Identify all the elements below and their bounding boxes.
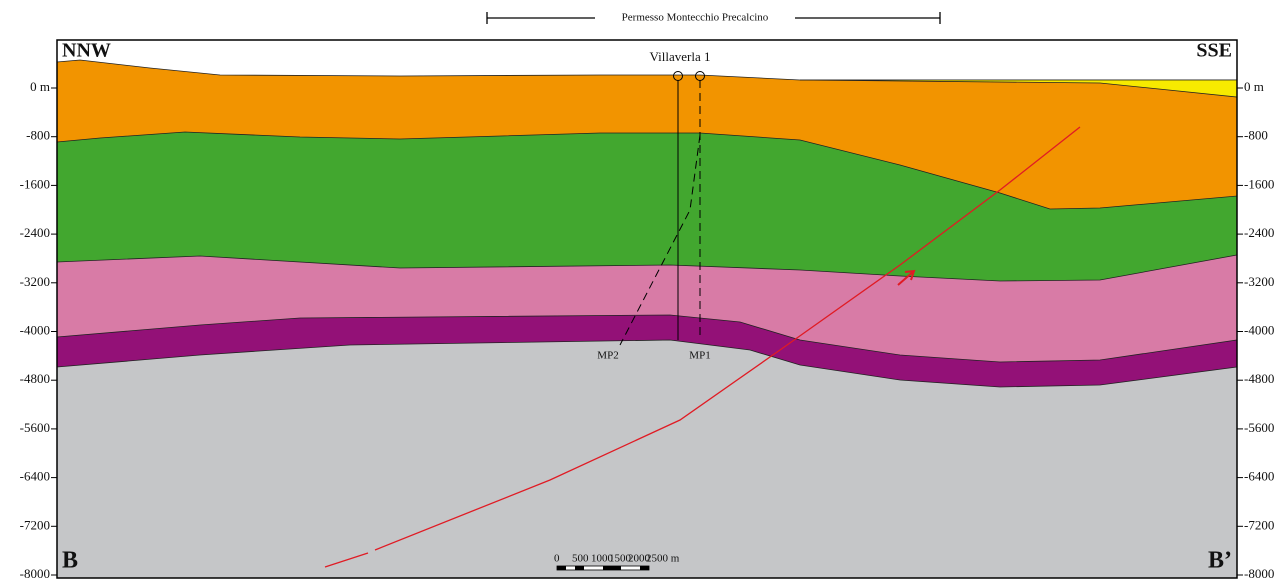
depth-label: -7200: [20, 517, 50, 532]
depth-label: -4800: [20, 371, 50, 386]
depth-label: -8000: [20, 566, 50, 580]
depth-label: -2400: [20, 225, 50, 240]
section-end: B’: [1208, 548, 1232, 574]
scale-label: 2500 m: [646, 553, 680, 565]
scale-label: 1000: [591, 553, 614, 565]
fault: [374, 126, 1081, 551]
title-bg: [595, 10, 795, 26]
depth-label: -3200: [20, 274, 50, 289]
depth-label: -1600: [1244, 176, 1274, 191]
frame-border: [56, 39, 1238, 579]
permit-title: Permesso Montecchio Precalcino: [622, 12, 769, 24]
yellow-layer: [799, 79, 1238, 98]
direction-label: NNW: [62, 40, 111, 62]
depth-label: 0 m: [30, 79, 50, 94]
depth-label: -4000: [20, 322, 50, 337]
depth-label: -5600: [1244, 420, 1274, 435]
depth-label: -800: [26, 128, 50, 143]
depth-label: -4000: [1244, 322, 1274, 337]
depth-label: -800: [1244, 128, 1268, 143]
section-end: B: [62, 548, 78, 574]
depth-label: -1600: [20, 176, 50, 191]
scale-label: 0: [554, 553, 560, 565]
fault-arrow: [897, 269, 916, 286]
depth-label: -2400: [1244, 225, 1274, 240]
depth-label: -6400: [20, 469, 50, 484]
depth-label: -7200: [1244, 517, 1274, 532]
well-head: [695, 71, 705, 81]
depth-label: -4800: [1244, 371, 1274, 386]
scale-label: 500: [572, 553, 589, 565]
depth-label: -8000: [1244, 566, 1274, 580]
depth-label: 0 m: [1244, 79, 1264, 94]
scale-bar: [556, 565, 650, 571]
depth-label: -6400: [1244, 469, 1274, 484]
depth-label: -5600: [20, 420, 50, 435]
fault-dashed: [324, 552, 369, 568]
direction-label: SSE: [1196, 40, 1232, 62]
scale-label: 2000: [628, 553, 651, 565]
branch-label: MP1: [689, 350, 710, 362]
scale-label: 1500: [609, 553, 632, 565]
branch-label: MP2: [597, 350, 618, 362]
depth-label: -3200: [1244, 274, 1274, 289]
well-head: [673, 71, 683, 81]
well-name: Villaverla 1: [650, 49, 711, 64]
